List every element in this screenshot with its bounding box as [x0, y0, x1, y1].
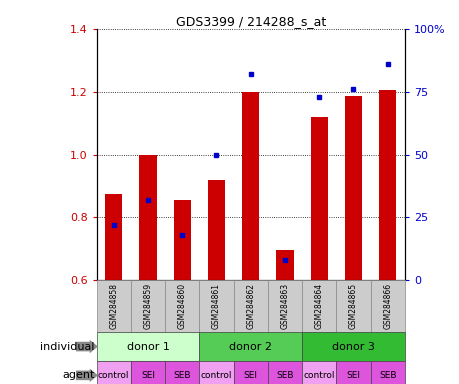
Text: SEI: SEI	[243, 371, 257, 380]
Text: SEB: SEB	[275, 371, 293, 380]
Text: GSM284865: GSM284865	[348, 283, 357, 329]
Text: GSM284866: GSM284866	[382, 283, 392, 329]
Bar	[207, 180, 224, 280]
Text: GSM284858: GSM284858	[109, 283, 118, 329]
Text: SEB: SEB	[173, 371, 190, 380]
Bar	[233, 361, 267, 384]
Text: GSM284864: GSM284864	[314, 283, 323, 329]
Text: SEI: SEI	[140, 371, 155, 380]
Bar	[302, 361, 336, 384]
Bar	[336, 361, 370, 384]
Title: GDS3399 / 214288_s_at: GDS3399 / 214288_s_at	[175, 15, 325, 28]
Bar	[302, 280, 336, 332]
Text: GSM284859: GSM284859	[143, 283, 152, 329]
Text: control: control	[98, 371, 129, 380]
Bar	[199, 280, 233, 332]
Bar	[336, 280, 370, 332]
Bar	[130, 280, 165, 332]
Text: GSM284860: GSM284860	[177, 283, 186, 329]
Text: SEI: SEI	[346, 371, 360, 380]
Bar	[344, 96, 361, 280]
Text: SEB: SEB	[378, 371, 396, 380]
Bar	[370, 361, 404, 384]
Text: individual: individual	[40, 341, 94, 352]
Bar	[267, 280, 302, 332]
Text: control: control	[200, 371, 232, 380]
Text: donor 2: donor 2	[229, 341, 272, 352]
Text: donor 1: donor 1	[126, 341, 169, 352]
Bar	[96, 361, 130, 384]
Bar	[174, 200, 190, 280]
Bar	[130, 361, 165, 384]
Bar	[96, 332, 199, 361]
Bar	[378, 90, 395, 280]
Bar	[370, 280, 404, 332]
Bar	[241, 92, 259, 280]
Bar	[233, 280, 267, 332]
Bar	[199, 361, 233, 384]
Bar	[267, 361, 302, 384]
Text: agent: agent	[62, 370, 94, 381]
Text: GSM284863: GSM284863	[280, 283, 289, 329]
Bar	[139, 155, 156, 280]
Text: GSM284861: GSM284861	[212, 283, 220, 329]
Bar	[96, 280, 130, 332]
Bar	[105, 194, 122, 280]
Bar	[199, 332, 302, 361]
Text: donor 3: donor 3	[331, 341, 374, 352]
Text: control: control	[303, 371, 334, 380]
Bar	[302, 332, 404, 361]
Bar	[165, 280, 199, 332]
Bar	[310, 117, 327, 280]
Bar	[165, 361, 199, 384]
Text: GSM284862: GSM284862	[246, 283, 255, 329]
Bar	[276, 250, 293, 280]
